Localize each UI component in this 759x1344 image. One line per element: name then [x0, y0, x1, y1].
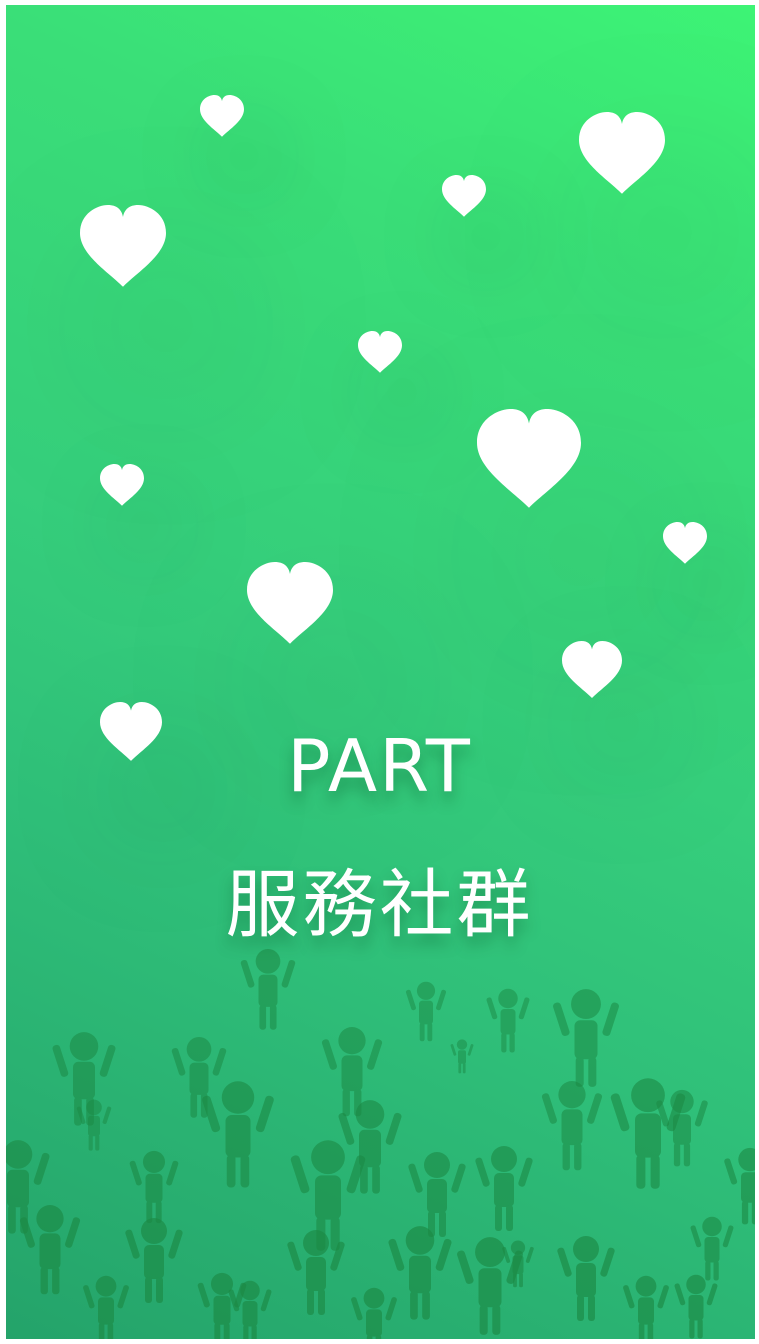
person-silhouette-icon	[723, 1147, 755, 1225]
slide-card	[6, 5, 755, 1339]
person-silhouette-icon	[227, 1280, 273, 1339]
person-silhouette-icon	[196, 1272, 248, 1339]
person-silhouette-icon	[673, 1274, 719, 1339]
person-silhouette-icon	[485, 988, 531, 1053]
person-silhouette-icon	[350, 1287, 398, 1339]
person-silhouette-icon	[474, 1146, 534, 1231]
person-silhouette-icon	[556, 1236, 616, 1321]
person-silhouette-icon	[387, 1226, 453, 1320]
person-silhouette-icon	[552, 989, 620, 1087]
crowd-layer	[6, 948, 755, 1339]
person-silhouette-icon	[82, 1275, 130, 1339]
part-label: PART	[287, 724, 472, 808]
person-silhouette-icon	[240, 948, 296, 1030]
person-silhouette-icon	[124, 1218, 184, 1303]
section-title: 服務社群	[225, 862, 534, 948]
person-silhouette-icon	[171, 1036, 227, 1118]
person-silhouette-icon	[201, 1081, 275, 1188]
person-silhouette-icon	[405, 981, 447, 1042]
person-silhouette-icon	[541, 1081, 603, 1171]
person-silhouette-icon	[622, 1275, 670, 1339]
person-silhouette-icon	[689, 1216, 735, 1281]
person-silhouette-icon	[289, 1140, 367, 1251]
person-silhouette-icon	[450, 1039, 474, 1074]
person-silhouette-icon	[407, 1152, 467, 1237]
person-silhouette-icon	[128, 1150, 180, 1224]
crowd-silhouettes	[6, 948, 755, 1339]
person-silhouette-icon	[19, 1205, 81, 1295]
